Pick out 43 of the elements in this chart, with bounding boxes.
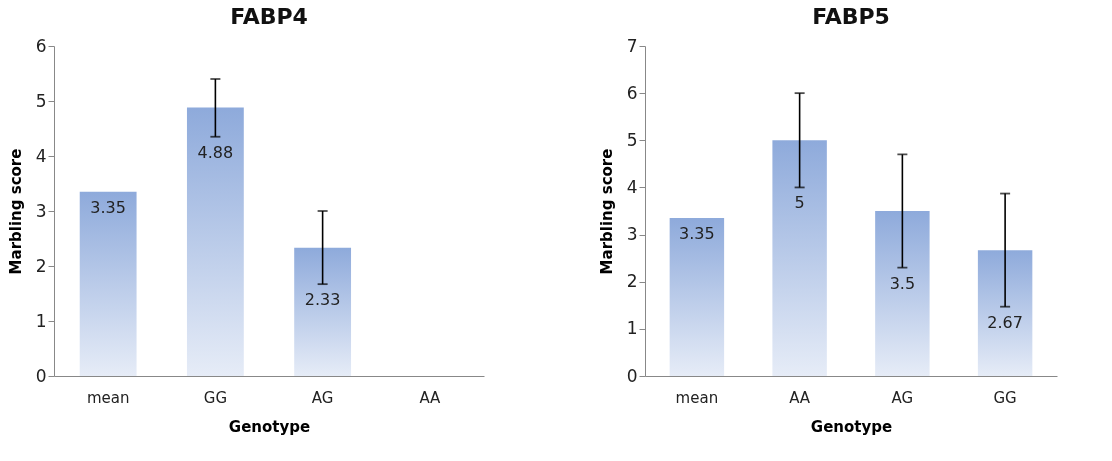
y-tick-label: 5 <box>626 129 638 150</box>
y-tick-label: 4 <box>35 145 47 166</box>
x-tick-label: GG <box>993 388 1017 407</box>
chart-title: FABP5 <box>812 4 890 29</box>
y-tick-label: 0 <box>626 365 638 386</box>
y-axis-title: Marbling score <box>6 148 25 275</box>
bar <box>977 250 1033 376</box>
data-label: 4.88 <box>197 142 234 162</box>
data-label: 5 <box>794 193 805 213</box>
y-tick-label: 2 <box>626 271 638 292</box>
x-tick-label: AA <box>789 388 811 407</box>
y-tick-label: 2 <box>35 255 47 276</box>
x-axis-title: Genotype <box>810 417 893 436</box>
y-tick-label: 6 <box>35 35 47 56</box>
x-tick-label: AG <box>891 388 914 407</box>
y-tick-label: 0 <box>35 365 47 386</box>
bar <box>186 107 244 376</box>
y-tick-label: 4 <box>626 176 638 197</box>
bar <box>669 218 725 376</box>
chart-title: FABP4 <box>230 4 308 29</box>
x-axis-title: Genotype <box>228 417 311 436</box>
y-tick-label: 3 <box>626 224 638 245</box>
x-tick-label: GG <box>203 388 228 407</box>
data-label: 3.5 <box>889 273 916 293</box>
bar <box>875 211 930 376</box>
y-tick-label: 3 <box>35 200 47 221</box>
x-tick-label: mean <box>675 388 719 407</box>
bar <box>772 140 827 376</box>
y-tick-label: 5 <box>35 90 47 111</box>
x-tick-label: AG <box>311 388 334 407</box>
data-label: 3.35 <box>90 197 126 217</box>
y-tick-label: 7 <box>626 35 638 56</box>
data-label: 3.35 <box>679 224 715 244</box>
bar <box>294 247 352 376</box>
y-tick-label: 1 <box>626 318 638 339</box>
data-label: 2.33 <box>304 290 341 310</box>
data-label: 2.67 <box>987 312 1023 332</box>
x-tick-label: AA <box>419 388 442 407</box>
y-tick-label: 6 <box>626 82 638 103</box>
x-tick-label: mean <box>86 388 130 407</box>
y-axis-title: Marbling score <box>597 148 616 275</box>
bar <box>79 191 137 376</box>
y-tick-label: 1 <box>35 310 47 331</box>
